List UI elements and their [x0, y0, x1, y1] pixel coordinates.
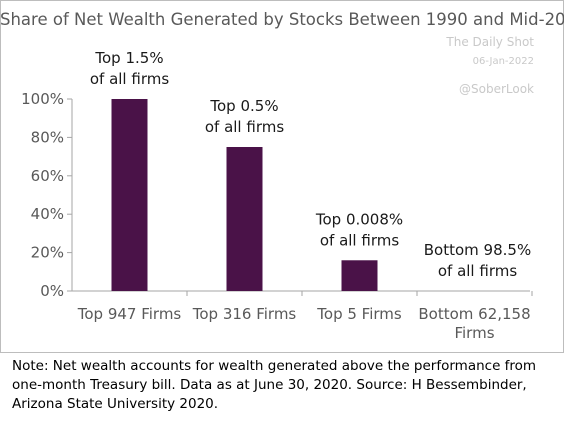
- watermark-handle: @SoberLook: [459, 82, 534, 96]
- bar-annotation: of all firms: [90, 70, 169, 88]
- bar-chart: 0% 20% 40% 60% 80% 100% Top 1.5% of all firms To…: [21, 49, 533, 342]
- footnote-line: one-month Treasury bill. Data as at June…: [12, 377, 527, 393]
- y-tick-label: 80%: [31, 128, 64, 146]
- x-tick-label: Top 947 Firms: [77, 305, 182, 323]
- bar: [341, 260, 378, 291]
- bar-annotation: of all firms: [438, 262, 517, 280]
- watermark-date: 06-Jan-2022: [472, 56, 534, 67]
- x-tick-label: Top 316 Firms: [192, 305, 297, 323]
- footnote: Note: Net wealth accounts for wealth gen…: [12, 357, 552, 414]
- y-tick-label: 0%: [40, 282, 64, 300]
- chart-frame: [0, 0, 564, 353]
- bar: [111, 99, 148, 291]
- bar-annotation: of all firms: [205, 118, 284, 136]
- bar-annotation: of all firms: [320, 231, 399, 249]
- y-tick-label: 40%: [31, 205, 64, 223]
- footnote-line: Note: Net wealth accounts for wealth gen…: [12, 358, 537, 374]
- footnote-line: Arizona State University 2020.: [12, 396, 219, 412]
- x-tick-label: Firms: [454, 324, 494, 342]
- chart-title: Share of Net Wealth Generated by Stocks …: [0, 10, 564, 29]
- bar-annotation: Top 0.5%: [209, 97, 278, 115]
- watermark-source: The Daily Shot: [446, 35, 534, 49]
- y-tick-label: 60%: [31, 167, 64, 185]
- y-tick-label: 20%: [31, 244, 64, 262]
- x-tick-label: Top 5 Firms: [316, 305, 402, 323]
- y-tick-label: 100%: [21, 90, 64, 108]
- bar: [226, 147, 263, 291]
- x-tick-label: Bottom 62,158: [418, 305, 530, 323]
- bar-annotation: Top 1.5%: [94, 49, 163, 67]
- bar-annotation: Bottom 98.5%: [424, 241, 531, 259]
- bar-annotation: Top 0.008%: [315, 210, 403, 228]
